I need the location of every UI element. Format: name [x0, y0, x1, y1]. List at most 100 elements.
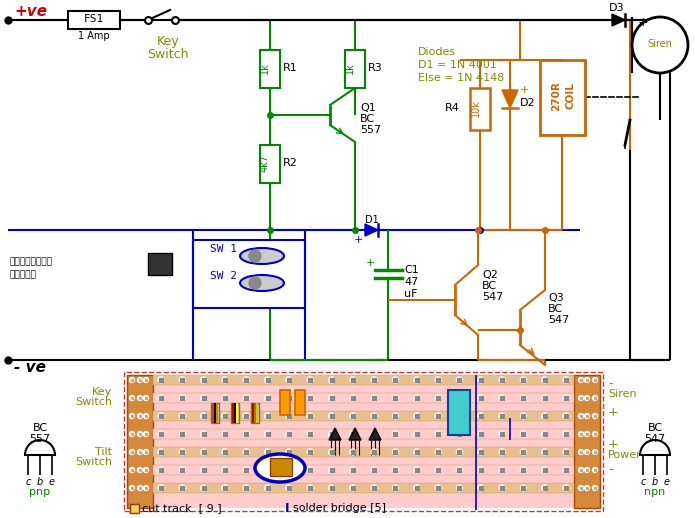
Circle shape	[457, 413, 462, 419]
Circle shape	[201, 467, 206, 473]
Circle shape	[243, 377, 250, 383]
Circle shape	[584, 485, 589, 491]
Circle shape	[457, 467, 462, 473]
Bar	[127, 375, 153, 508]
Circle shape	[593, 468, 598, 472]
Polygon shape	[612, 14, 625, 26]
Circle shape	[435, 467, 441, 473]
Circle shape	[435, 377, 441, 383]
Circle shape	[286, 449, 292, 455]
Circle shape	[499, 485, 505, 491]
Circle shape	[563, 377, 569, 383]
Polygon shape	[349, 428, 361, 440]
Circle shape	[435, 413, 441, 419]
Circle shape	[435, 449, 441, 455]
Circle shape	[158, 377, 164, 383]
Text: Switch: Switch	[147, 48, 189, 61]
Circle shape	[521, 449, 526, 455]
Circle shape	[435, 485, 441, 491]
Bar	[153, 429, 574, 439]
Circle shape	[179, 485, 186, 491]
Circle shape	[578, 485, 584, 491]
Text: uF: uF	[404, 289, 418, 299]
Bar	[153, 465, 574, 475]
Circle shape	[265, 377, 270, 383]
Circle shape	[393, 431, 398, 437]
Bar	[254, 403, 256, 423]
Circle shape	[541, 413, 548, 419]
Bar	[448, 390, 470, 435]
Circle shape	[158, 485, 164, 491]
Text: 547: 547	[548, 315, 569, 325]
Circle shape	[265, 467, 270, 473]
Text: R4: R4	[445, 103, 460, 113]
Circle shape	[143, 413, 149, 419]
Text: Key: Key	[92, 387, 112, 397]
Circle shape	[179, 467, 186, 473]
Circle shape	[243, 395, 250, 401]
Circle shape	[521, 485, 526, 491]
Circle shape	[329, 395, 334, 401]
Circle shape	[435, 431, 441, 437]
Text: 10k: 10k	[471, 99, 481, 117]
Circle shape	[265, 431, 270, 437]
Circle shape	[143, 378, 149, 382]
Circle shape	[179, 395, 186, 401]
Circle shape	[393, 395, 398, 401]
Circle shape	[265, 395, 270, 401]
Circle shape	[593, 431, 598, 437]
Circle shape	[143, 431, 149, 437]
Circle shape	[243, 431, 250, 437]
Circle shape	[578, 378, 584, 382]
Circle shape	[307, 449, 313, 455]
Circle shape	[541, 485, 548, 491]
Circle shape	[477, 485, 484, 491]
Circle shape	[499, 467, 505, 473]
Bar	[540, 60, 585, 135]
Text: e: e	[664, 477, 670, 487]
Polygon shape	[365, 224, 378, 236]
Bar	[295, 390, 305, 415]
Circle shape	[477, 467, 484, 473]
Text: R3: R3	[368, 63, 383, 73]
Circle shape	[307, 413, 313, 419]
Circle shape	[243, 485, 250, 491]
Text: SW 2: SW 2	[210, 271, 237, 281]
Text: npn: npn	[644, 487, 666, 497]
Bar	[193, 240, 305, 308]
Text: - ve: - ve	[14, 361, 46, 376]
Bar	[232, 403, 234, 423]
Bar	[252, 403, 254, 423]
Circle shape	[179, 431, 186, 437]
Circle shape	[243, 449, 250, 455]
Circle shape	[578, 396, 584, 400]
Circle shape	[307, 377, 313, 383]
Text: +: +	[520, 85, 530, 95]
Circle shape	[435, 395, 441, 401]
Circle shape	[541, 377, 548, 383]
Bar	[216, 403, 218, 423]
Text: SW 1: SW 1	[210, 244, 237, 254]
Ellipse shape	[240, 275, 284, 291]
Circle shape	[286, 485, 292, 491]
Circle shape	[129, 413, 135, 419]
Circle shape	[371, 467, 377, 473]
Circle shape	[201, 485, 206, 491]
Circle shape	[222, 413, 228, 419]
Text: 1k: 1k	[260, 62, 270, 74]
Circle shape	[563, 485, 569, 491]
Circle shape	[201, 431, 206, 437]
Text: I: I	[285, 501, 290, 514]
Text: Q1: Q1	[360, 103, 376, 113]
Text: R1: R1	[283, 63, 297, 73]
Circle shape	[584, 396, 589, 400]
Circle shape	[584, 468, 589, 472]
Circle shape	[521, 413, 526, 419]
Circle shape	[129, 431, 135, 437]
Circle shape	[222, 449, 228, 455]
Circle shape	[265, 413, 270, 419]
Circle shape	[286, 467, 292, 473]
Circle shape	[307, 431, 313, 437]
Circle shape	[143, 450, 149, 454]
Bar	[280, 390, 290, 415]
